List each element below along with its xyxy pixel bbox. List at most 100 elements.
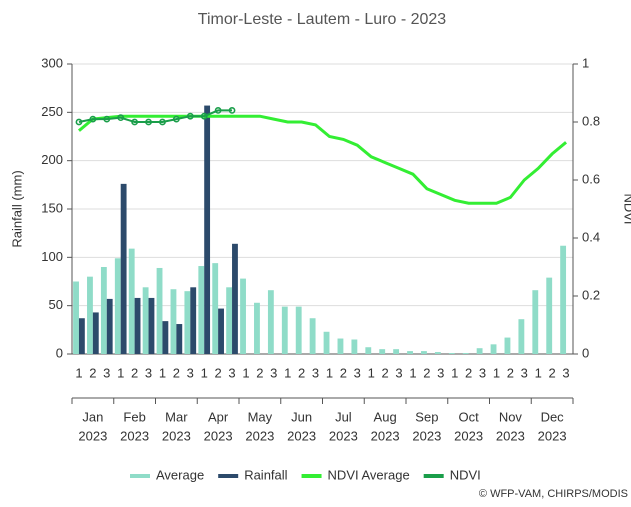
bar (170, 289, 177, 354)
bar (434, 352, 441, 354)
dekad-label: 1 (159, 365, 166, 380)
year-label: 2023 (204, 428, 233, 443)
bar (462, 353, 469, 354)
bar (100, 267, 107, 354)
year-label: 2023 (454, 428, 483, 443)
dekad-label: 1 (242, 365, 249, 380)
bar (407, 351, 413, 354)
dekad-label: 3 (437, 365, 444, 380)
bar (560, 245, 567, 354)
y-tick-label: 50 (49, 297, 63, 312)
dekad-label: 3 (270, 365, 277, 380)
bar (518, 319, 525, 354)
month-label: Jun (291, 409, 312, 424)
y-tick-label: 200 (41, 152, 63, 167)
bar (393, 349, 400, 354)
bar (226, 287, 233, 354)
bar (309, 318, 316, 354)
dekad-label: 2 (340, 365, 347, 380)
bar (546, 277, 553, 354)
dekad-label: 3 (145, 365, 152, 380)
dekad-label: 2 (298, 365, 305, 380)
dekad-label: 1 (284, 365, 291, 380)
bar (532, 290, 539, 354)
year-label: 2023 (538, 428, 567, 443)
bar (295, 306, 302, 354)
dekad-label: 1 (535, 365, 542, 380)
y2-tick-label: 0 (582, 345, 589, 360)
month-label: Feb (123, 409, 145, 424)
y2-tick-label: 1 (582, 55, 589, 70)
dekad-label: 2 (549, 365, 556, 380)
y2-tick-label: 0.6 (582, 171, 600, 186)
month-label: Apr (208, 409, 229, 424)
legend-label: NDVI (450, 467, 481, 482)
dekad-label: 2 (89, 365, 96, 380)
bar (92, 312, 99, 354)
year-label: 2023 (78, 428, 107, 443)
y-tick-label: 100 (41, 249, 63, 264)
bar (198, 266, 205, 354)
dekad-label: 2 (423, 365, 430, 380)
dekad-label: 1 (75, 365, 82, 380)
y-axis-label: Rainfall (mm) (9, 170, 24, 247)
bar (162, 321, 169, 354)
bar (184, 291, 191, 354)
dekad-label: 2 (382, 365, 389, 380)
bar (176, 324, 183, 354)
line (77, 114, 568, 205)
dekad-label: 1 (493, 365, 500, 380)
bar (337, 338, 344, 354)
dekad-label: 2 (256, 365, 263, 380)
dekad-label: 3 (562, 365, 569, 380)
bar (73, 281, 79, 354)
bar (254, 302, 260, 354)
year-label: 2023 (329, 428, 358, 443)
bar (190, 287, 197, 354)
month-label: Aug (374, 409, 397, 424)
bar (490, 344, 497, 354)
bar (120, 183, 127, 354)
bar (156, 267, 163, 354)
bar (476, 348, 483, 354)
bar (365, 347, 372, 354)
bar (134, 297, 141, 354)
dekad-label: 3 (103, 365, 110, 380)
y-tick-label: 300 (41, 55, 63, 70)
bar (78, 318, 85, 354)
bar (218, 308, 224, 354)
year-label: 2023 (120, 428, 149, 443)
dekad-label: 3 (479, 365, 486, 380)
legend-label: NDVI Average (328, 467, 410, 482)
dekad-label: 3 (312, 365, 319, 380)
dekad-label: 2 (173, 365, 180, 380)
bar (421, 351, 427, 354)
bar (504, 337, 511, 354)
bar (87, 276, 93, 354)
bar (267, 290, 274, 354)
bar (351, 339, 358, 354)
y2-tick-label: 0.8 (582, 113, 600, 128)
month-label: Oct (459, 409, 480, 424)
bar (128, 248, 135, 354)
y2-tick-label: 0.4 (582, 229, 600, 244)
bar (232, 243, 238, 354)
y-tick-label: 150 (41, 200, 63, 215)
bar (114, 258, 121, 354)
bar (212, 263, 219, 354)
bar (204, 105, 211, 354)
bar (142, 287, 149, 354)
y2-tick-label: 0.2 (582, 287, 600, 302)
line (78, 109, 233, 123)
month-label: Jan (82, 409, 103, 424)
month-label: Sep (415, 409, 438, 424)
year-label: 2023 (496, 428, 525, 443)
year-label: 2023 (162, 428, 191, 443)
dekad-label: 3 (187, 365, 194, 380)
month-label: Dec (541, 409, 565, 424)
bar (106, 298, 113, 354)
bar (240, 278, 246, 354)
dekad-label: 3 (521, 365, 528, 380)
bar (148, 297, 155, 354)
